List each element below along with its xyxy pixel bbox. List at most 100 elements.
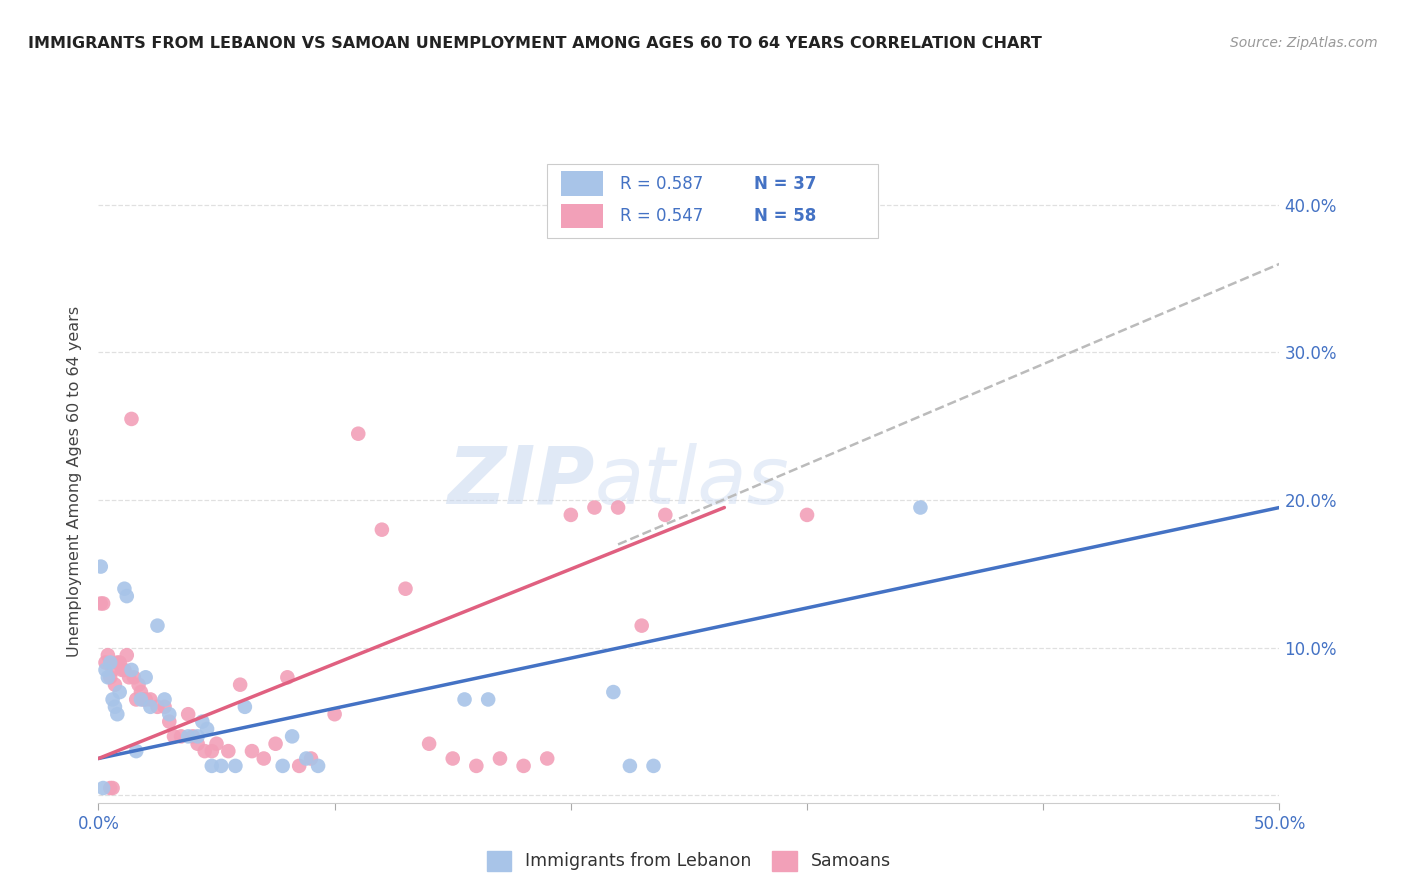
Point <box>187 730 209 744</box>
Point <box>125 692 148 706</box>
Point <box>101 692 124 706</box>
Text: N = 58: N = 58 <box>754 207 815 225</box>
Text: IMMIGRANTS FROM LEBANON VS SAMOAN UNEMPLOYMENT AMONG AGES 60 TO 64 YEARS CORRELA: IMMIGRANTS FROM LEBANON VS SAMOAN UNEMPL… <box>28 36 1042 51</box>
Point <box>512 759 534 773</box>
Point <box>441 751 464 765</box>
Point <box>132 692 155 706</box>
Point <box>264 737 287 751</box>
Point <box>146 618 169 632</box>
Point <box>191 714 214 729</box>
Point <box>271 759 294 773</box>
Point <box>477 692 499 706</box>
Point <box>465 759 488 773</box>
Point <box>224 759 246 773</box>
Point <box>276 670 298 684</box>
Point <box>146 699 169 714</box>
Point <box>536 751 558 765</box>
Bar <box>561 203 603 228</box>
Point <box>128 678 150 692</box>
Point <box>105 707 128 722</box>
Point <box>619 759 641 773</box>
Point <box>98 656 121 670</box>
Point <box>323 707 346 722</box>
Point <box>347 426 370 441</box>
Point <box>217 744 239 758</box>
Point <box>97 670 120 684</box>
Point <box>94 663 117 677</box>
Point <box>157 707 180 722</box>
Point <box>139 692 162 706</box>
Point <box>153 699 176 714</box>
Legend: Immigrants from Lebanon, Samoans: Immigrants from Lebanon, Samoans <box>479 844 898 878</box>
Point <box>94 656 117 670</box>
Point <box>97 648 120 662</box>
Point <box>371 523 394 537</box>
Point <box>104 699 127 714</box>
Point <box>654 508 676 522</box>
Text: Source: ZipAtlas.com: Source: ZipAtlas.com <box>1230 36 1378 50</box>
Point <box>121 412 143 426</box>
Point <box>281 730 304 744</box>
Point <box>205 737 228 751</box>
Text: ZIP: ZIP <box>447 442 595 521</box>
Point <box>98 670 121 684</box>
FancyBboxPatch shape <box>547 164 877 237</box>
Point <box>630 618 652 632</box>
Point <box>233 699 256 714</box>
Point <box>118 670 141 684</box>
Point <box>240 744 263 758</box>
Point <box>104 678 127 692</box>
Point <box>229 678 252 692</box>
Point <box>90 559 112 574</box>
Point <box>98 780 121 795</box>
Point <box>91 780 114 795</box>
Point <box>122 670 145 684</box>
Point <box>108 656 131 670</box>
Text: N = 37: N = 37 <box>754 175 817 193</box>
Point <box>177 707 200 722</box>
Point <box>135 670 157 684</box>
Point <box>135 692 157 706</box>
Y-axis label: Unemployment Among Ages 60 to 64 years: Unemployment Among Ages 60 to 64 years <box>67 306 83 657</box>
Point <box>115 589 138 603</box>
Point <box>796 508 818 522</box>
Point <box>295 751 318 765</box>
Point <box>153 692 176 706</box>
Point <box>607 500 630 515</box>
Point <box>299 751 322 765</box>
Point <box>91 597 114 611</box>
Point <box>602 685 624 699</box>
Point <box>129 692 152 706</box>
Point <box>288 759 311 773</box>
Point <box>163 730 186 744</box>
Point <box>910 500 932 515</box>
Text: R = 0.587: R = 0.587 <box>620 175 703 193</box>
Point <box>111 663 134 677</box>
Point <box>115 648 138 662</box>
Point <box>418 737 440 751</box>
Point <box>112 663 135 677</box>
Point <box>253 751 276 765</box>
Point <box>177 730 200 744</box>
Point <box>90 597 112 611</box>
Point <box>307 759 329 773</box>
Point <box>139 699 162 714</box>
Point <box>643 759 665 773</box>
Point <box>121 663 143 677</box>
Point <box>105 656 128 670</box>
Point <box>101 780 124 795</box>
Point <box>560 508 582 522</box>
Point <box>129 685 152 699</box>
Point <box>209 759 232 773</box>
Point <box>195 722 218 736</box>
Point <box>394 582 416 596</box>
Point <box>181 730 204 744</box>
Text: atlas: atlas <box>595 442 789 521</box>
Point <box>187 737 209 751</box>
Point <box>201 744 224 758</box>
Point <box>125 744 148 758</box>
Point <box>583 500 606 515</box>
Point <box>170 730 193 744</box>
Point <box>101 663 124 677</box>
Point <box>157 714 180 729</box>
